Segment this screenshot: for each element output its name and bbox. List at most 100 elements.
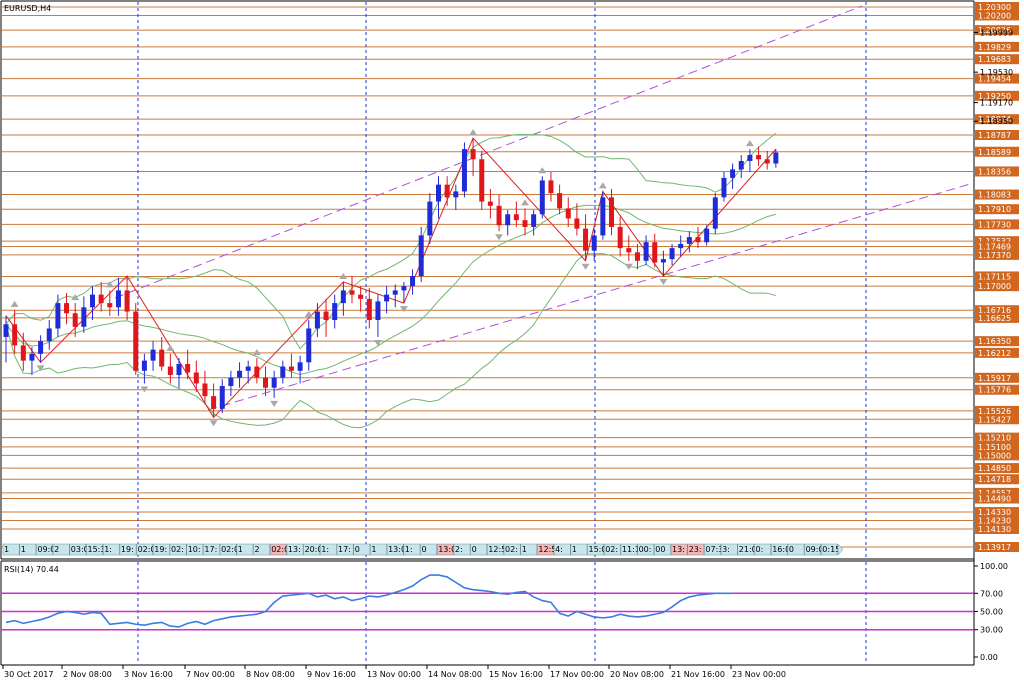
candle-body <box>219 386 225 409</box>
price-tag-label: 1.16350 <box>978 337 1011 346</box>
price-tag-label: 1.19683 <box>978 55 1011 64</box>
price-tick-label: 1.19530 <box>980 68 1013 77</box>
session-tag-label: 19: <box>121 545 134 554</box>
session-tag-label: 1: <box>405 545 413 554</box>
price-tag-label: 1.17000 <box>978 282 1011 291</box>
candle-body <box>617 226 623 249</box>
session-tag-label: 12:57 <box>538 545 561 554</box>
session-tag-label: 02: <box>171 545 184 554</box>
price-tag-box <box>975 204 1019 215</box>
session-tag-box <box>353 543 371 556</box>
session-tag-label: 1 <box>371 545 376 554</box>
session-tag-box <box>754 543 771 556</box>
session-tag-box <box>320 543 337 556</box>
candle-body <box>46 328 52 342</box>
candle-body <box>704 228 710 243</box>
time-tick-label: 14 Nov 08:00 <box>428 670 482 679</box>
candle-body <box>3 324 9 337</box>
price-tag-box <box>975 414 1019 425</box>
time-tick-label: 8 Nov 08:00 <box>246 670 295 679</box>
session-tag-box <box>303 543 321 556</box>
price-tag-label: 1.15427 <box>978 415 1011 424</box>
session-tag-label: 0 <box>789 545 794 554</box>
session-tag-label: 02:01 <box>271 545 294 554</box>
time-tick-label: 2 Nov 08:00 <box>63 670 112 679</box>
candle-body <box>461 149 467 192</box>
price-tick-label: 1.19170 <box>980 99 1013 108</box>
session-tag-label: 15:00 <box>589 545 612 554</box>
fractal-down-arrow <box>581 263 590 270</box>
candle-body <box>176 364 182 376</box>
session-tag-box <box>587 543 604 556</box>
price-tag-box <box>975 90 1019 101</box>
price-tag-label: 1.19250 <box>978 92 1011 101</box>
candle-body <box>141 360 147 371</box>
candle-body <box>280 366 286 378</box>
candle-body <box>591 235 597 251</box>
session-tag-label: 11:17 <box>622 545 645 554</box>
session-tag-label: 1 <box>522 545 527 554</box>
session-tag-label: 02: <box>505 545 518 554</box>
candle-body <box>453 191 459 198</box>
candle-body <box>211 396 217 409</box>
price-tag-label: 1.15776 <box>978 386 1011 395</box>
price-tag-label: 1.18787 <box>978 131 1011 140</box>
fractal-up-arrow <box>105 281 114 288</box>
candle-body <box>202 383 208 397</box>
session-tag-box <box>36 543 53 556</box>
price-tag-box <box>975 432 1019 443</box>
candle-body <box>487 201 493 206</box>
time-tick-label: 3 Nov 16:00 <box>124 670 173 679</box>
session-tag-label: 0 <box>355 545 360 554</box>
price-tag-label: 1.17469 <box>978 243 1011 252</box>
price-tag-label: 1.14490 <box>978 495 1011 504</box>
candle-body <box>107 303 113 308</box>
price-tag-label: 1.16212 <box>978 349 1011 358</box>
session-tag-label: 1 <box>238 545 243 554</box>
price-tag-label: 1.14557 <box>978 489 1011 498</box>
session-tag-label: 17: <box>338 545 351 554</box>
fractal-up-arrow <box>745 140 754 147</box>
candle-body <box>167 366 173 376</box>
session-tag-box <box>169 543 187 556</box>
fractal-down-arrow <box>495 234 504 241</box>
price-tag-box <box>975 384 1019 395</box>
session-tag-label: 1: <box>321 545 329 554</box>
candle-body <box>288 366 294 371</box>
candle-body <box>444 184 450 198</box>
channel-lower-line <box>207 183 971 411</box>
price-tag-label: 1.15100 <box>978 443 1011 452</box>
session-tag-box <box>136 543 154 556</box>
candle-body <box>20 345 26 361</box>
fractal-up-arrow <box>166 344 175 351</box>
session-tag-box <box>503 543 521 556</box>
candle-body <box>366 298 372 321</box>
session-tag-label: 02:00 <box>221 545 244 554</box>
session-tag-box <box>520 543 538 556</box>
price-tag-box <box>975 114 1019 125</box>
time-tick-label: 23 Nov 00:00 <box>732 670 786 679</box>
price-tag-box <box>975 441 1019 452</box>
session-tag-box <box>603 543 621 556</box>
rsi-pane[interactable]: RSI(14) 70.44 100.00 70.00 50.00 30.00 0.00 <box>0 560 1008 666</box>
time-tick-label: 9 Nov 16:00 <box>307 670 356 679</box>
candle-body <box>730 169 736 178</box>
price-tag-box <box>975 41 1019 52</box>
session-tag-label: 13:04 <box>438 545 461 554</box>
price-tag-label: 1.17115 <box>978 272 1011 281</box>
session-tag-label: 00: <box>639 545 652 554</box>
session-tag-box <box>487 543 504 556</box>
candle-body <box>159 349 165 367</box>
rsi-tick-label: 70.00 <box>980 589 1003 598</box>
time-tick-label: 13 Nov 00:00 <box>367 670 421 679</box>
session-tag-box <box>269 543 287 556</box>
price-tag-box <box>975 241 1019 252</box>
price-tag-label: 1.14330 <box>978 508 1011 517</box>
price-tag-label: 1.14850 <box>978 464 1011 473</box>
session-tag-box <box>637 543 655 556</box>
rsi-tick-label: 0.00 <box>980 653 998 662</box>
